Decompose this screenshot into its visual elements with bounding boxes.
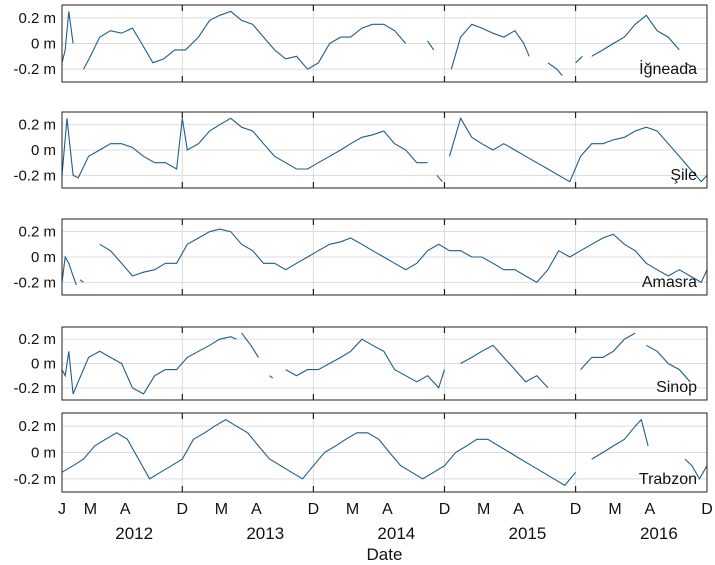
- x-tick-label: M: [215, 501, 228, 518]
- series-line-i̇ğneada: [575, 55, 583, 64]
- series-line-trabzon: [591, 418, 649, 460]
- x-tick-label: D: [701, 501, 713, 518]
- panel-frame: [61, 111, 708, 189]
- series-line-i̇ğneada: [684, 62, 693, 68]
- series-line-şile: [448, 116, 708, 183]
- series-line-amasra: [79, 279, 84, 283]
- series-line-trabzon: [684, 458, 708, 480]
- x-tick-label: A: [382, 501, 393, 518]
- station-label: Şile: [670, 167, 697, 184]
- series-line-şile: [436, 174, 443, 183]
- x-year-label: 2015: [509, 524, 547, 543]
- series-line-i̇ğneada: [83, 10, 407, 70]
- series-line-i̇ğneada: [61, 11, 74, 63]
- y-tick-label: -0.2 m: [13, 61, 56, 78]
- x-tick-label: D: [439, 501, 451, 518]
- series-line-i̇ğneada: [450, 23, 530, 70]
- x-tick-label: A: [645, 501, 656, 518]
- y-tick-label: 0 m: [31, 249, 56, 266]
- x-tick-label: M: [608, 501, 621, 518]
- y-tick-label: -0.2 m: [13, 274, 56, 291]
- x-tick-label: D: [570, 501, 582, 518]
- station-label: Trabzon: [639, 471, 697, 488]
- series-line-i̇ğneada: [547, 62, 563, 76]
- series-line-sinop: [646, 344, 691, 383]
- y-tick-label: 0 m: [31, 356, 56, 373]
- series-line-amasra: [61, 255, 77, 286]
- station-label: Sinop: [656, 379, 697, 396]
- series-line-sinop: [269, 375, 274, 379]
- y-tick-label: 0.2 m: [18, 117, 56, 134]
- series-line-şile: [61, 117, 428, 179]
- x-tick-label: A: [513, 501, 524, 518]
- y-tick-label: 0.2 m: [18, 331, 56, 348]
- y-tick-label: 0 m: [31, 36, 56, 53]
- y-tick-label: 0.2 m: [18, 418, 56, 435]
- series-line-sinop: [460, 344, 549, 389]
- x-tick-label: A: [120, 501, 131, 518]
- station-label: İğneada: [639, 59, 697, 78]
- series-line-sinop: [241, 332, 259, 358]
- x-tick-label: M: [84, 501, 97, 518]
- x-year-label: 2013: [246, 524, 284, 543]
- y-tick-label: 0 m: [31, 445, 56, 462]
- y-tick-label: -0.2 m: [13, 167, 56, 184]
- y-tick-label: 0.2 m: [18, 10, 56, 27]
- series-line-i̇ğneada: [591, 14, 680, 57]
- station-label: Amasra: [642, 274, 697, 291]
- x-tick-label: M: [346, 501, 359, 518]
- y-tick-label: 0 m: [31, 142, 56, 159]
- y-tick-label: -0.2 m: [13, 380, 56, 397]
- panel-frame: [61, 326, 708, 401]
- x-year-label: 2014: [377, 524, 415, 543]
- x-tick-label: D: [177, 501, 189, 518]
- panel-frame: [61, 412, 708, 493]
- x-axis-label: Date: [367, 545, 403, 564]
- series-line-amasra: [99, 228, 708, 284]
- panel-frame: [61, 4, 708, 83]
- y-tick-label: 0.2 m: [18, 224, 56, 241]
- x-tick-label: M: [477, 501, 490, 518]
- x-tick-label: D: [308, 501, 320, 518]
- y-tick-label: -0.2 m: [13, 471, 56, 488]
- panel-frame: [61, 218, 708, 296]
- x-tick-label: J: [58, 501, 66, 518]
- series-line-sinop: [580, 332, 636, 370]
- series-line-sinop: [61, 336, 237, 395]
- x-year-label: 2012: [115, 524, 153, 543]
- series-line-trabzon: [61, 418, 577, 487]
- x-year-label: 2016: [640, 524, 678, 543]
- x-tick-label: A: [251, 501, 262, 518]
- series-line-sinop: [285, 338, 446, 389]
- series-line-i̇ğneada: [427, 40, 435, 51]
